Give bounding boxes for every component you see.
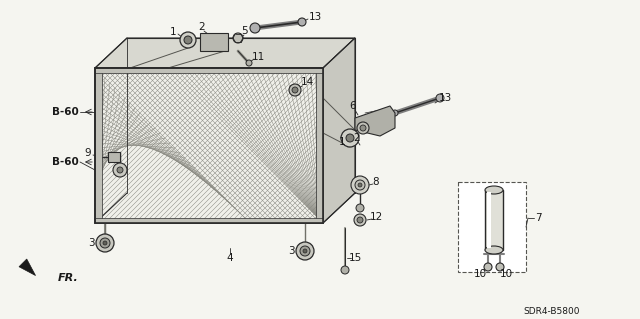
Circle shape [96,234,114,252]
Text: 9: 9 [84,148,92,158]
Text: 2: 2 [354,133,360,143]
Bar [316,68,323,223]
Bar [487,192,491,248]
Bar [108,152,120,162]
Text: 3: 3 [88,238,94,248]
Circle shape [436,94,444,102]
Circle shape [246,60,252,66]
Circle shape [341,129,359,147]
Text: 4: 4 [227,253,234,263]
Circle shape [358,183,362,187]
Circle shape [184,36,192,44]
Circle shape [392,110,398,116]
Text: 15: 15 [348,253,362,263]
Text: SDR4-B5800: SDR4-B5800 [524,308,580,316]
Circle shape [113,163,127,177]
Bar [485,190,503,250]
Bar [95,218,323,223]
Text: 2: 2 [198,22,205,32]
Text: 8: 8 [372,177,380,187]
Circle shape [346,134,354,142]
Circle shape [356,204,364,212]
Circle shape [303,249,307,253]
Circle shape [496,263,504,271]
Circle shape [180,32,196,48]
Polygon shape [95,38,355,68]
Polygon shape [323,38,355,223]
Ellipse shape [485,246,503,254]
Circle shape [100,238,110,248]
Text: 14: 14 [300,77,314,87]
Text: 7: 7 [534,213,541,223]
Text: 13: 13 [438,93,452,103]
Circle shape [357,217,363,223]
Circle shape [355,180,365,190]
Circle shape [103,241,107,245]
Circle shape [233,33,243,43]
Circle shape [341,266,349,274]
Bar [95,68,323,73]
Text: 5: 5 [242,26,248,36]
Circle shape [354,214,366,226]
Bar [95,68,323,223]
Text: 10: 10 [474,269,486,279]
Bar [95,68,102,223]
Text: FR.: FR. [58,273,79,283]
Text: 12: 12 [369,212,383,222]
Text: 6: 6 [349,101,356,111]
Circle shape [296,242,314,260]
Text: 13: 13 [308,12,322,22]
Ellipse shape [485,186,503,194]
Text: 3: 3 [288,246,294,256]
Circle shape [357,122,369,134]
Text: B-60: B-60 [52,107,79,117]
Text: 10: 10 [499,269,513,279]
Bar [200,33,228,51]
Circle shape [484,263,492,271]
Circle shape [117,167,123,173]
Circle shape [250,23,260,33]
Polygon shape [355,106,395,136]
Text: 11: 11 [252,52,264,62]
Bar [95,68,323,223]
Circle shape [292,87,298,93]
Circle shape [298,18,306,26]
Polygon shape [19,259,36,276]
Text: 1: 1 [170,27,176,37]
Circle shape [289,84,301,96]
Text: 1: 1 [339,137,346,147]
Circle shape [360,125,366,131]
Circle shape [351,176,369,194]
Bar [458,182,526,272]
Circle shape [300,246,310,256]
Text: B-60: B-60 [52,157,79,167]
